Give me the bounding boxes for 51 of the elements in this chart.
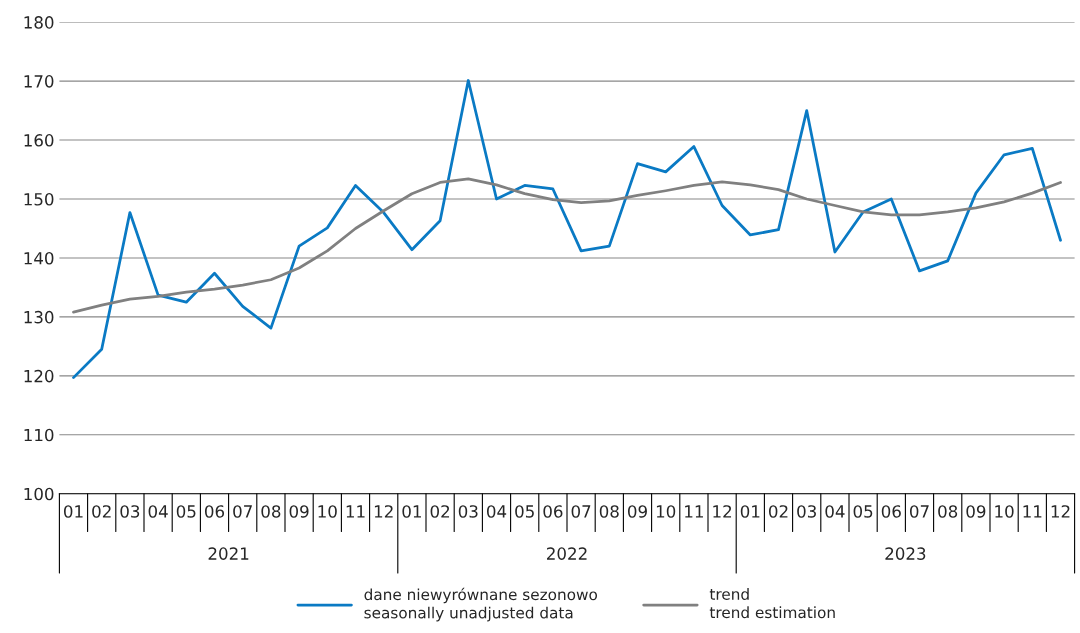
x-tick-label: 08	[938, 505, 958, 518]
legend-label: dane niewyrównane sezonowo seasonally unadjusted data	[364, 587, 598, 622]
x-tick-label: 10	[656, 505, 676, 518]
x-tick-label: 08	[261, 505, 281, 518]
legend-label: trend trend estimation	[709, 588, 835, 619]
x-tick-label: 07	[909, 505, 929, 518]
x-tick-label: 11	[685, 505, 703, 518]
x-tick-label: 09	[289, 505, 309, 518]
x-tick-label: 07	[233, 505, 252, 518]
x-tick-label: 01	[63, 505, 83, 518]
x-tick-label: 05	[853, 505, 873, 518]
x-tick-label: 03	[797, 505, 816, 518]
x-tick-label: 06	[204, 505, 225, 518]
x-tick-label: 05	[176, 505, 196, 518]
y-tick-label: 110	[24, 428, 54, 442]
x-tick-label: 12	[713, 505, 732, 518]
x-tick-label: 09	[966, 505, 986, 518]
x-tick-label: 04	[148, 505, 168, 518]
y-tick-label: 100	[24, 487, 54, 501]
text: 2022	[547, 547, 587, 560]
x-tick-label: 02	[768, 505, 788, 518]
x-tick-label: 08	[599, 505, 619, 518]
x-tick-label: 01	[740, 505, 760, 518]
x-tick-label: 03	[120, 505, 140, 518]
x-tick-label: 04	[825, 505, 845, 518]
y-tick-label: 180	[24, 16, 54, 29]
x-tick-label: 02	[92, 505, 111, 518]
x-tick-label: 12	[374, 505, 393, 518]
x-tick-label: 11	[346, 505, 365, 518]
line-series	[72, 79, 1062, 379]
x-tick-label: 06	[543, 505, 563, 518]
x-tick-label: 02	[430, 505, 450, 518]
text: 2023	[885, 547, 926, 560]
y-tick-label: 140	[24, 251, 54, 265]
x-tick-label: 12	[1051, 505, 1070, 518]
x-tick-label: 07	[571, 505, 591, 518]
y-tick-label: 150	[24, 192, 54, 206]
x-tick-label: 04	[486, 505, 507, 518]
x-tick-label: 09	[627, 505, 647, 518]
x-tick-label: 05	[515, 505, 534, 518]
y-tick-label: 130	[24, 310, 54, 324]
text: 2021	[208, 547, 249, 560]
y-tick-label: 160	[24, 134, 54, 147]
x-tick-label: 11	[1023, 505, 1042, 518]
y-tick-label: 120	[24, 369, 54, 383]
y-tick-label: 170	[24, 75, 54, 88]
x-tick-label: 10	[318, 505, 337, 518]
x-tick-label: 01	[402, 505, 421, 518]
x-tick-label: 10	[995, 505, 1014, 518]
x-tick-label: 03	[458, 505, 478, 518]
x-tick-label: 06	[881, 505, 901, 518]
